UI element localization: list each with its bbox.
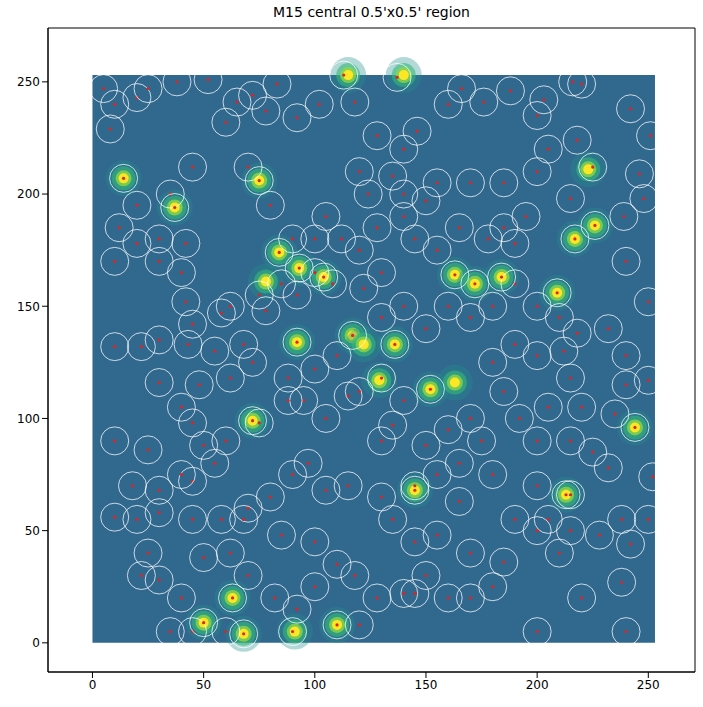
svg-text:0: 0 (89, 678, 97, 692)
html-text:M15 central 0.5'x0.5' region: M15 central 0.5'x0.5' region (273, 4, 470, 20)
svg-text:200: 200 (17, 187, 40, 201)
svg-text:100: 100 (303, 678, 326, 692)
svg-text:150: 150 (415, 678, 438, 692)
svg-text:50: 50 (25, 524, 40, 538)
svg-text:100: 100 (17, 412, 40, 426)
svg-text:200: 200 (526, 678, 549, 692)
svg-text:50: 50 (196, 678, 211, 692)
svg-text:250: 250 (17, 75, 40, 89)
svg-text:250: 250 (637, 678, 660, 692)
svg-text:150: 150 (17, 300, 40, 314)
svg-text:0: 0 (32, 636, 40, 650)
